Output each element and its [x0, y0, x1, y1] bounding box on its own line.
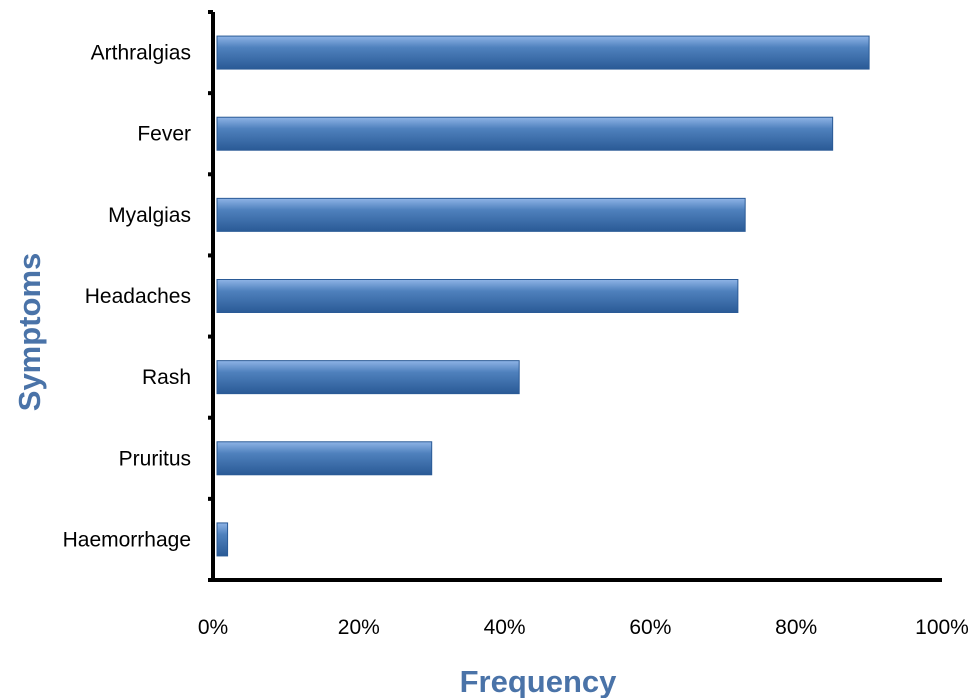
category-label-haemorrhage: Haemorrhage — [63, 528, 191, 551]
category-label-rash: Rash — [142, 366, 191, 389]
bar-arthralgias — [216, 35, 870, 70]
bar-fever — [216, 116, 834, 151]
y-axis-title: Symptoms — [12, 253, 47, 411]
bar-rash — [216, 360, 520, 395]
category-label-myalgias: Myalgias — [108, 204, 191, 227]
axis-layer — [208, 10, 942, 582]
x-axis-title: Frequency — [460, 664, 618, 698]
category-label-headaches: Headaches — [85, 285, 191, 308]
bar-haemorrhage — [216, 522, 229, 557]
x-tick-label: 0% — [198, 616, 228, 639]
x-tick-label: 80% — [775, 616, 817, 639]
category-label-fever: Fever — [137, 123, 191, 146]
labels-layer: Arthralgias Fever Myalgias Headaches Rash Pru… — [63, 42, 969, 639]
bars-layer — [216, 35, 870, 557]
x-tick-label: 40% — [484, 616, 526, 639]
x-tick-label: 100% — [915, 616, 969, 639]
category-label-pruritus: Pruritus — [119, 447, 191, 470]
bar-myalgias — [216, 197, 746, 232]
bar-headaches — [216, 279, 739, 313]
bar-pruritus — [216, 441, 433, 476]
x-tick-label: 20% — [338, 616, 380, 639]
category-label-arthralgias: Arthralgias — [91, 42, 191, 65]
x-tick-label: 60% — [629, 616, 671, 639]
